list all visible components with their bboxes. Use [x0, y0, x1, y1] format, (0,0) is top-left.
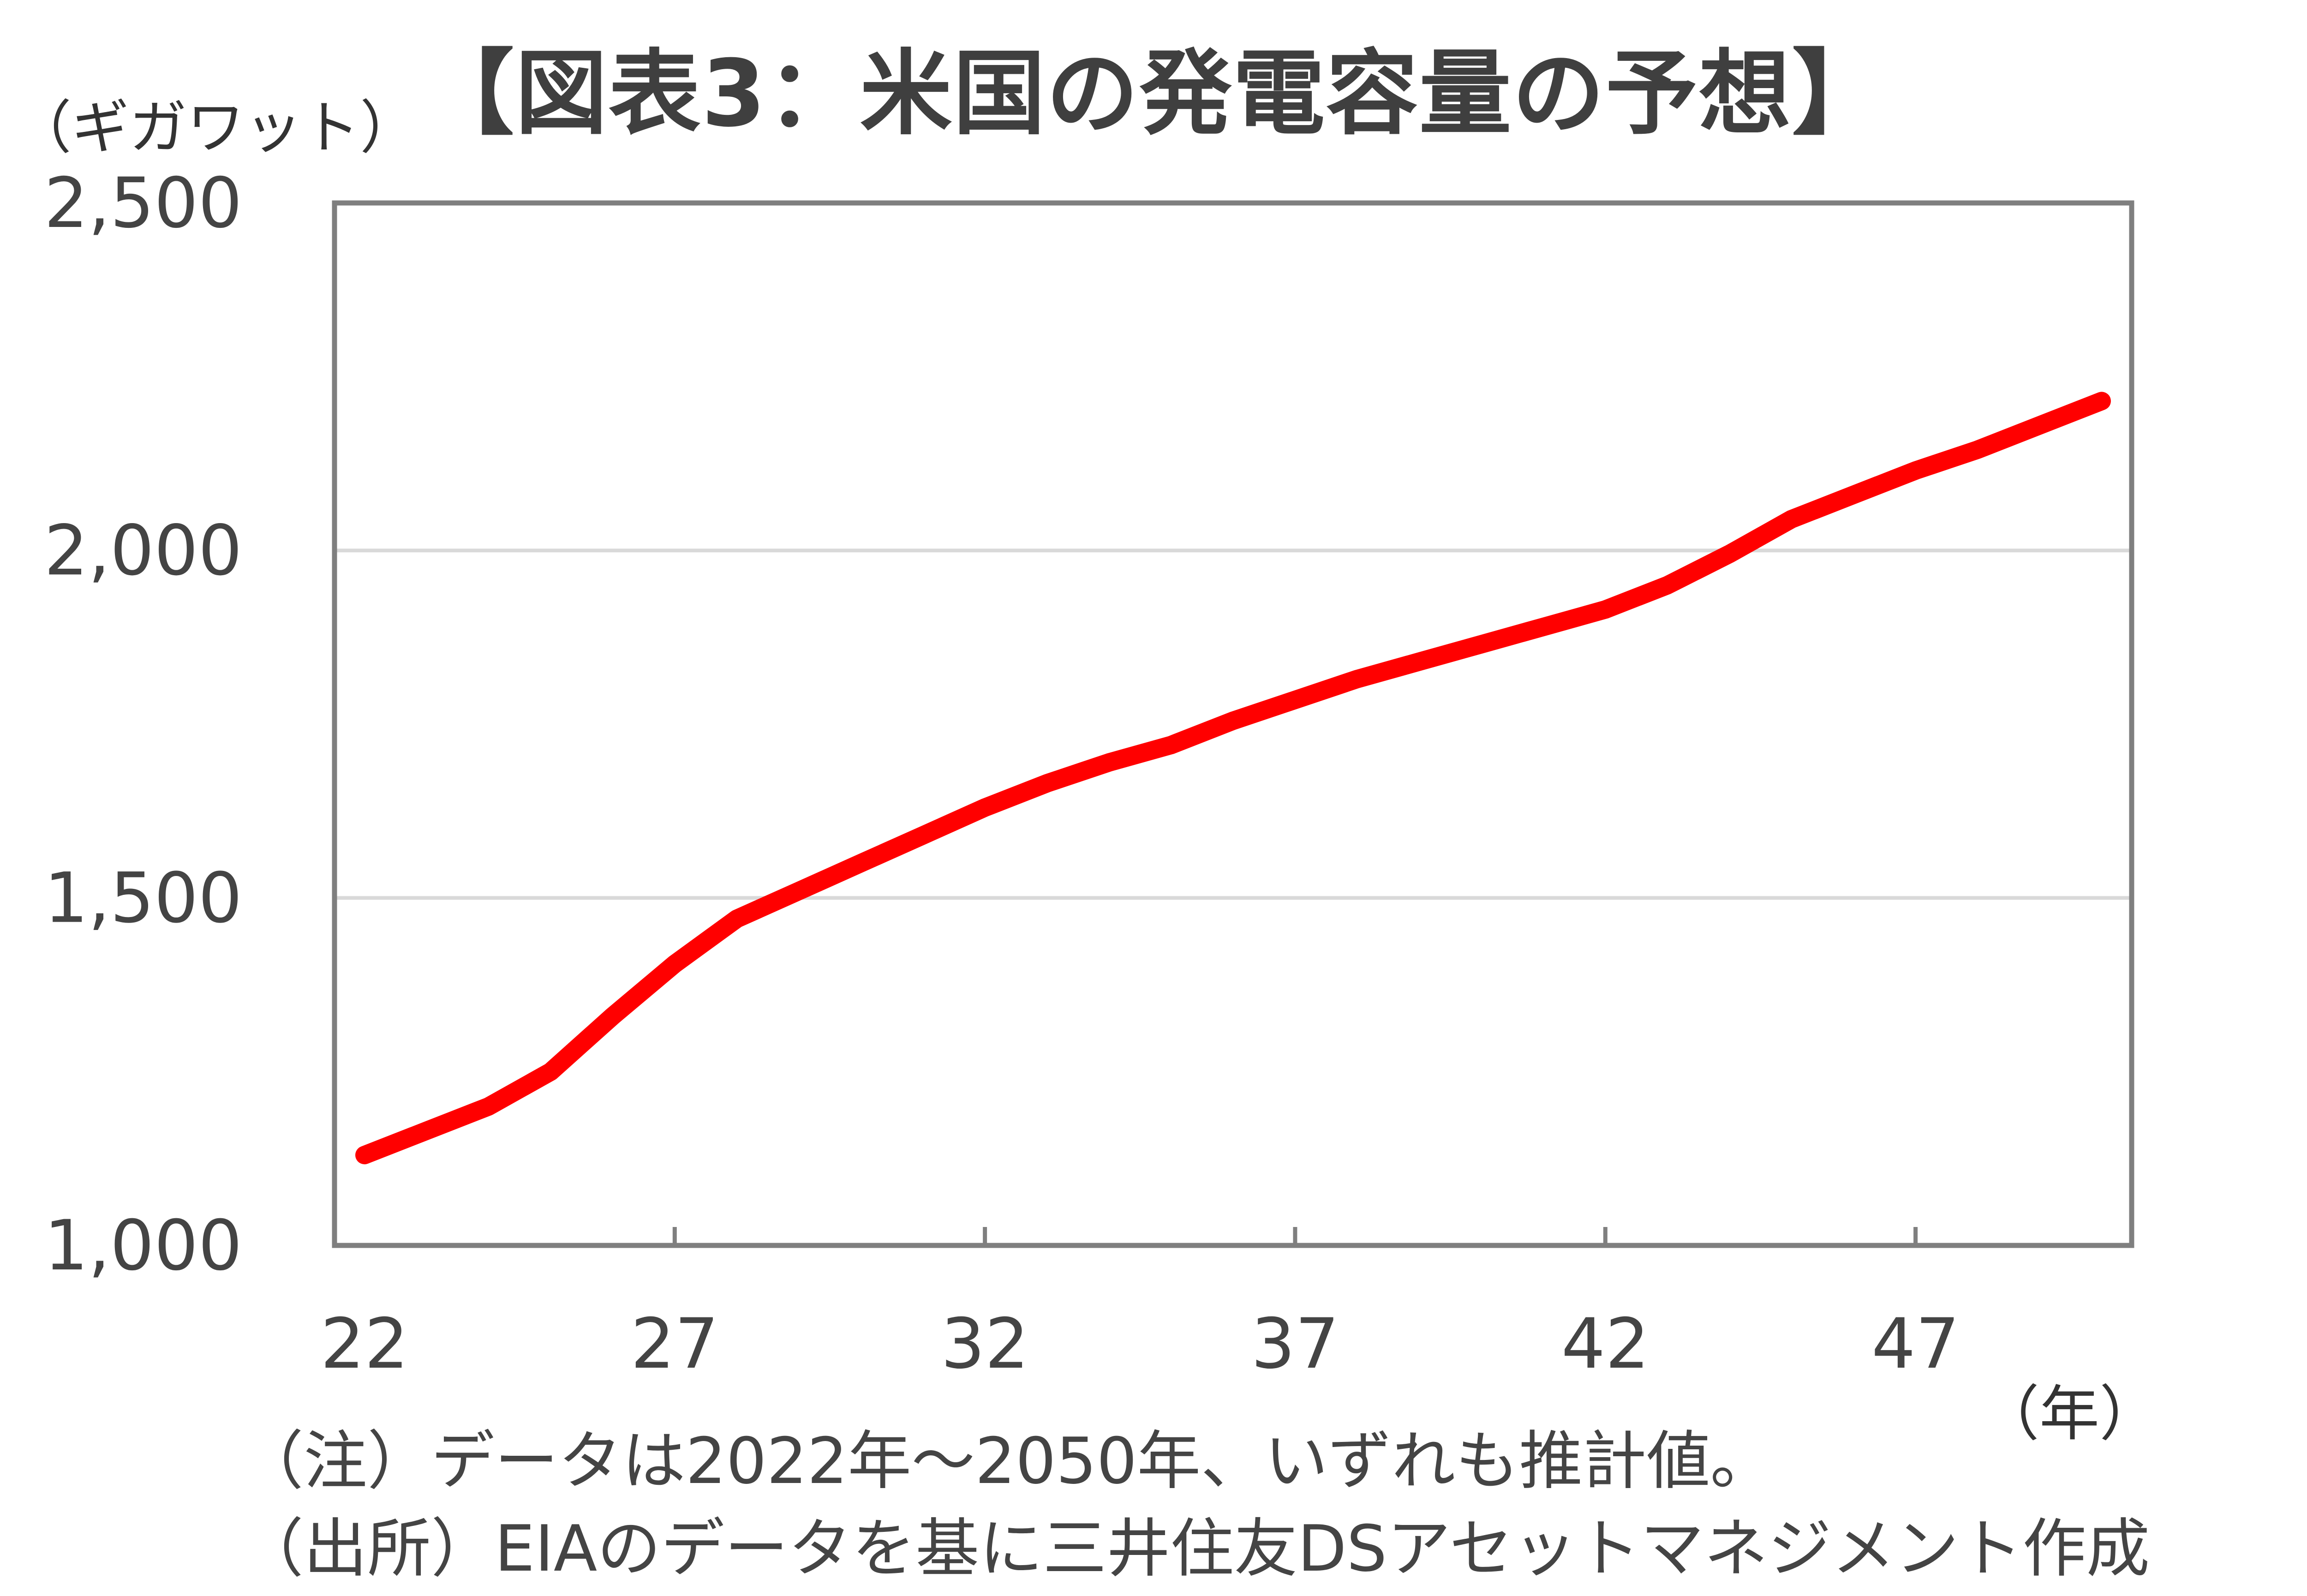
y-axis-tick-labels: 1,000 1,500 2,000 2,500 [44, 163, 242, 1286]
x-axis-unit-label: （年） [1979, 1379, 2160, 1449]
y-axis-unit-label: （ギガワット） [14, 95, 418, 161]
x-tick-label: 47 [1871, 1304, 1960, 1384]
y-tick-label: 2,000 [44, 511, 242, 591]
x-tick-label: 37 [1251, 1304, 1339, 1384]
y-tick-label: 1,500 [44, 858, 242, 939]
x-tick-label: 32 [941, 1304, 1029, 1384]
x-tick-label: 42 [1561, 1304, 1650, 1384]
footnote-note: （注）データは2022年～2050年、いずれも推計値。 [240, 1424, 1774, 1498]
x-tick-label: 27 [631, 1304, 719, 1384]
plot-area-frame [332, 200, 2134, 1248]
grid-lines [335, 548, 2132, 900]
y-tick-label: 2,500 [44, 163, 242, 244]
series-line-generation-capacity [355, 392, 2111, 1165]
x-axis-ticks: 22 27 32 37 42 47 [321, 1227, 1960, 1384]
chart-title: 【図表3：米国の発電容量の予想】 [422, 40, 1885, 148]
series-layer [355, 392, 2111, 1165]
y-tick-label: 1,000 [44, 1206, 242, 1286]
footnote-source: （出所）EIAのデータを基に三井住友DSアセットマネジメント作成 [240, 1512, 2150, 1586]
x-tick-label: 22 [321, 1304, 409, 1384]
